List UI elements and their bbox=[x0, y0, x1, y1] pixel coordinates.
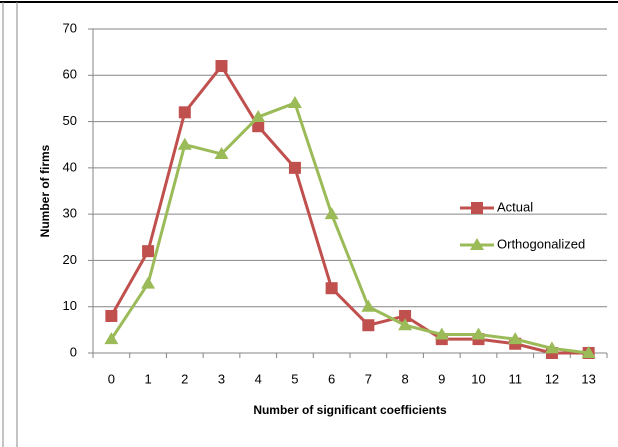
x-tick-label: 12 bbox=[545, 371, 559, 386]
x-tick-label: 4 bbox=[255, 371, 262, 386]
marker bbox=[178, 106, 191, 119]
x-tick-label: 8 bbox=[401, 371, 408, 386]
x-tick-label: 6 bbox=[328, 371, 335, 386]
x-tick-label: 11 bbox=[508, 371, 522, 386]
x-tick-label: 9 bbox=[438, 371, 445, 386]
y-tick-label: 10 bbox=[63, 298, 77, 313]
x-tick-label: 7 bbox=[365, 371, 372, 386]
legend-label: Actual bbox=[497, 199, 533, 214]
marker bbox=[508, 332, 523, 345]
marker bbox=[470, 238, 484, 250]
y-tick-label: 30 bbox=[63, 206, 77, 221]
marker bbox=[471, 327, 486, 340]
x-axis-label: Number of significant coefficients bbox=[253, 403, 447, 417]
marker bbox=[361, 299, 376, 312]
marker bbox=[324, 207, 339, 220]
y-axis-label: Number of firms bbox=[38, 144, 52, 237]
marker bbox=[471, 202, 483, 214]
y-tick-label: 70 bbox=[63, 20, 77, 35]
series-line bbox=[110, 101, 589, 355]
y-tick-label: 60 bbox=[63, 67, 77, 82]
marker bbox=[399, 309, 412, 322]
x-tick-label: 10 bbox=[471, 371, 485, 386]
y-tick-label: 0 bbox=[70, 344, 77, 359]
marker bbox=[142, 245, 155, 258]
marker bbox=[288, 161, 301, 174]
marker bbox=[104, 332, 119, 345]
x-tick-label: 3 bbox=[218, 371, 225, 386]
marker bbox=[215, 60, 228, 73]
marker bbox=[325, 282, 338, 295]
marker bbox=[287, 96, 302, 109]
marker bbox=[105, 309, 118, 322]
legend-label: Orthogonalized bbox=[497, 236, 585, 251]
marker bbox=[398, 318, 413, 331]
marker bbox=[252, 120, 265, 133]
y-tick-label: 40 bbox=[63, 159, 77, 174]
x-tick-label: 13 bbox=[581, 371, 595, 386]
x-tick-label: 1 bbox=[144, 371, 151, 386]
x-tick-label: 0 bbox=[108, 371, 115, 386]
marker bbox=[544, 341, 559, 354]
marker bbox=[214, 146, 229, 159]
x-tick-label: 2 bbox=[181, 371, 188, 386]
marker bbox=[581, 346, 596, 358]
x-tick-label: 5 bbox=[291, 371, 298, 386]
marker bbox=[434, 327, 449, 340]
y-tick-label: 20 bbox=[63, 252, 77, 267]
marker bbox=[141, 276, 156, 289]
y-tick-label: 50 bbox=[63, 113, 77, 128]
marker bbox=[362, 319, 375, 332]
marker bbox=[251, 109, 266, 122]
marker bbox=[177, 137, 192, 150]
